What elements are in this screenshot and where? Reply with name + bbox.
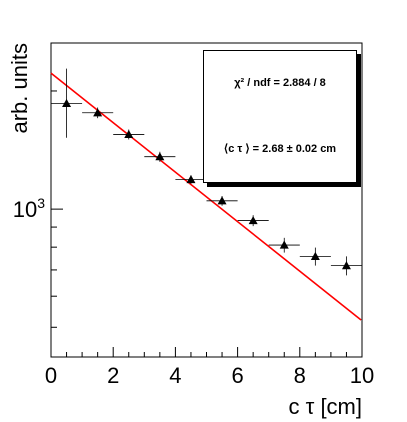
y-tick-label: 103 — [13, 195, 45, 222]
data-marker-triangle — [217, 196, 227, 205]
data-marker-triangle — [124, 129, 134, 139]
data-marker-triangle — [93, 108, 103, 117]
fit-line — [50, 72, 362, 321]
data-point — [82, 107, 114, 119]
data-marker-triangle — [279, 240, 289, 249]
data-marker-triangle — [186, 174, 196, 184]
data-marker-triangle — [310, 251, 320, 260]
data-point — [51, 68, 83, 138]
x-tick-label: 4 — [169, 363, 181, 388]
data-marker-triangle — [341, 261, 351, 270]
data-point — [113, 129, 145, 140]
data-point — [268, 237, 300, 253]
data-marker-triangle — [62, 98, 72, 107]
data-point — [206, 196, 238, 206]
x-tick-label: 6 — [231, 363, 243, 388]
data-point — [299, 247, 331, 266]
data-marker-triangle — [248, 216, 258, 225]
data-marker-triangle — [155, 152, 165, 161]
y-tick-label-exponent: 3 — [37, 195, 45, 211]
x-axis-title: c τ [cm] — [289, 394, 362, 419]
x-tick-label: 8 — [294, 363, 306, 388]
data-point — [175, 174, 207, 184]
y-tick-label-base: 10 — [13, 197, 37, 222]
fit-ctau-label: ⟨c τ ⟩ = 2.68 ± 0.02 cm — [223, 143, 337, 155]
data-point — [330, 256, 362, 276]
x-tick-label: 2 — [107, 363, 119, 388]
data-point — [237, 215, 269, 227]
y-axis-title: arb. units — [7, 43, 32, 134]
data-point — [144, 151, 176, 162]
fit-chi2-label: χ² / ndf = 2.884 / 8 — [234, 77, 326, 89]
x-tick-label: 10 — [350, 363, 374, 388]
fit-statistics-box: χ² / ndf = 2.884 / 8 ⟨c τ ⟩ = 2.68 ± 0.0… — [203, 50, 357, 183]
x-tick-label: 0 — [45, 363, 57, 388]
